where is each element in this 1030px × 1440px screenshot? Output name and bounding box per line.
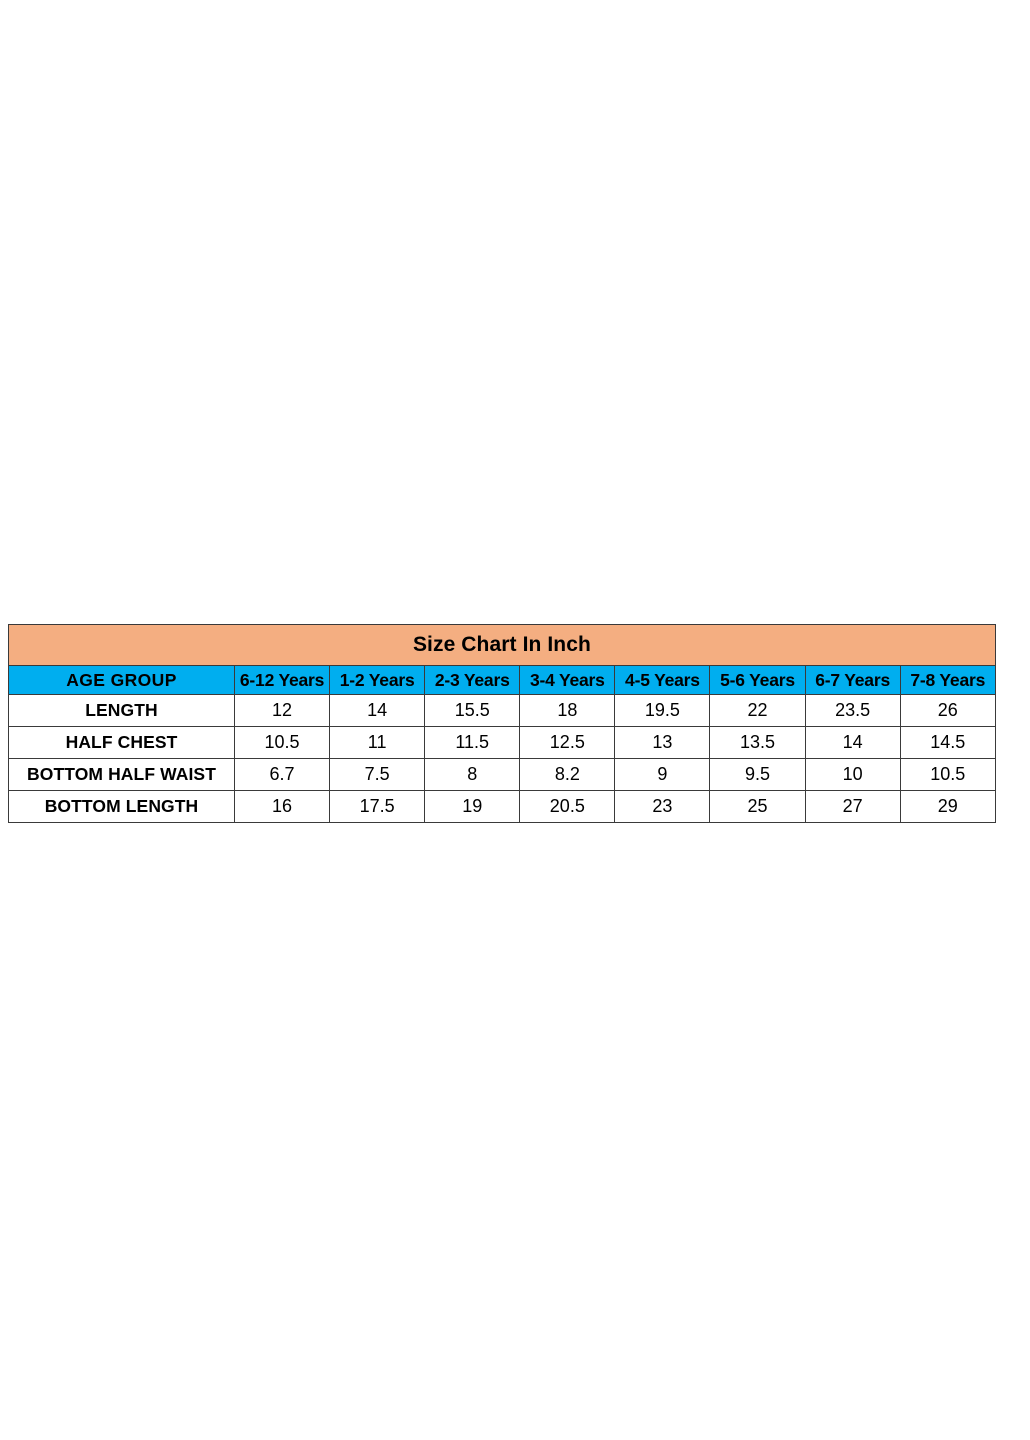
cell-bottom-half-waist-1-2-years: 7.5 xyxy=(329,758,426,791)
cell-half-chest-4-5-years: 13 xyxy=(614,726,711,759)
table-header-row: AGE GROUP 6-12 Years 1-2 Years 2-3 Years… xyxy=(8,665,996,695)
table-row: HALF CHEST 10.5 11 11.5 12.5 13 13.5 14 … xyxy=(8,726,996,759)
cell-length-5-6-years: 22 xyxy=(709,694,806,727)
column-header-3-4-years: 3-4 Years xyxy=(519,665,616,695)
column-header-6-7-years: 6-7 Years xyxy=(804,665,901,695)
cell-bottom-length-2-3-years: 19 xyxy=(424,790,521,823)
cell-length-3-4-years: 18 xyxy=(519,694,616,727)
cell-bottom-half-waist-6-7-years: 10 xyxy=(804,758,901,791)
column-header-age-group: AGE GROUP xyxy=(8,665,235,695)
cell-half-chest-5-6-years: 13.5 xyxy=(709,726,806,759)
cell-bottom-length-4-5-years: 23 xyxy=(614,790,711,823)
cell-bottom-length-6-12-years: 16 xyxy=(233,790,331,823)
column-header-2-3-years: 2-3 Years xyxy=(424,665,521,695)
row-label-length: LENGTH xyxy=(8,694,235,727)
row-label-half-chest: HALF CHEST xyxy=(8,726,235,759)
table-row: BOTTOM HALF WAIST 6.7 7.5 8 8.2 9 9.5 10… xyxy=(8,758,996,791)
size-chart-container: Size Chart In Inch AGE GROUP 6-12 Years … xyxy=(8,624,996,823)
size-chart-table: Size Chart In Inch AGE GROUP 6-12 Years … xyxy=(8,624,996,823)
cell-half-chest-2-3-years: 11.5 xyxy=(424,726,521,759)
table-title-row: Size Chart In Inch xyxy=(8,624,996,666)
cell-half-chest-1-2-years: 11 xyxy=(329,726,426,759)
table-row: LENGTH 12 14 15.5 18 19.5 22 23.5 26 xyxy=(8,694,996,727)
column-header-5-6-years: 5-6 Years xyxy=(709,665,806,695)
cell-length-2-3-years: 15.5 xyxy=(424,694,521,727)
cell-half-chest-3-4-years: 12.5 xyxy=(519,726,616,759)
cell-bottom-length-6-7-years: 27 xyxy=(804,790,901,823)
cell-bottom-length-1-2-years: 17.5 xyxy=(329,790,426,823)
cell-half-chest-7-8-years: 14.5 xyxy=(899,726,996,759)
cell-bottom-length-5-6-years: 25 xyxy=(709,790,806,823)
cell-bottom-length-7-8-years: 29 xyxy=(899,790,996,823)
cell-bottom-half-waist-6-12-years: 6.7 xyxy=(233,758,331,791)
row-label-bottom-length: BOTTOM LENGTH xyxy=(8,790,235,823)
cell-length-4-5-years: 19.5 xyxy=(614,694,711,727)
column-header-1-2-years: 1-2 Years xyxy=(329,665,426,695)
cell-length-6-7-years: 23.5 xyxy=(804,694,901,727)
cell-bottom-half-waist-3-4-years: 8.2 xyxy=(519,758,616,791)
row-label-bottom-half-waist: BOTTOM HALF WAIST xyxy=(8,758,235,791)
cell-bottom-half-waist-5-6-years: 9.5 xyxy=(709,758,806,791)
cell-length-6-12-years: 12 xyxy=(233,694,331,727)
cell-bottom-half-waist-2-3-years: 8 xyxy=(424,758,521,791)
cell-half-chest-6-7-years: 14 xyxy=(804,726,901,759)
cell-length-1-2-years: 14 xyxy=(329,694,426,727)
size-chart-title: Size Chart In Inch xyxy=(8,624,996,666)
table-row: BOTTOM LENGTH 16 17.5 19 20.5 23 25 27 2… xyxy=(8,790,996,823)
cell-bottom-half-waist-4-5-years: 9 xyxy=(614,758,711,791)
column-header-6-12-years: 6-12 Years xyxy=(233,665,331,695)
cell-bottom-half-waist-7-8-years: 10.5 xyxy=(899,758,996,791)
cell-half-chest-6-12-years: 10.5 xyxy=(233,726,331,759)
column-header-7-8-years: 7-8 Years xyxy=(899,665,996,695)
cell-length-7-8-years: 26 xyxy=(899,694,996,727)
column-header-4-5-years: 4-5 Years xyxy=(614,665,711,695)
cell-bottom-length-3-4-years: 20.5 xyxy=(519,790,616,823)
